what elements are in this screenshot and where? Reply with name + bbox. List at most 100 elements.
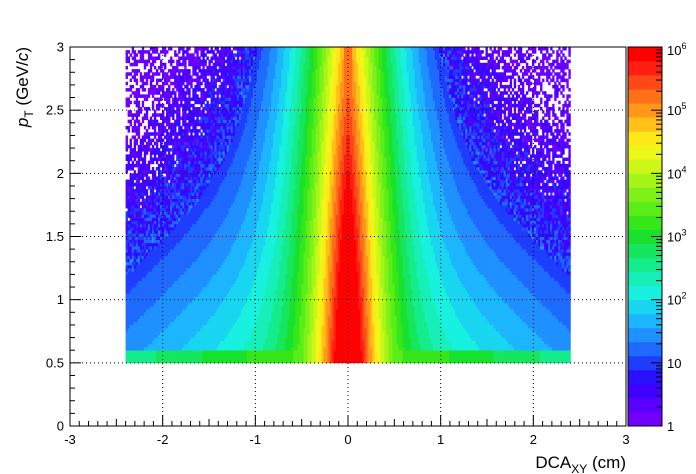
heatmap-cell	[226, 179, 230, 184]
heatmap-cell	[135, 356, 139, 361]
heatmap-cell	[149, 255, 153, 259]
heatmap-cell	[170, 236, 173, 241]
heatmap-cell	[204, 91, 207, 95]
heatmap-cell	[236, 331, 240, 335]
heatmap-cell	[216, 78, 219, 83]
heatmap-cell	[210, 170, 213, 174]
heatmap-cell	[198, 318, 201, 323]
heatmap-cell	[202, 211, 205, 215]
heatmap-cell	[220, 277, 223, 282]
heatmap-cell	[159, 230, 163, 234]
heatmap-cell	[196, 299, 199, 304]
heatmap-cell	[141, 290, 145, 294]
heatmap-cell	[147, 230, 151, 234]
heatmap-cell	[168, 91, 171, 95]
heatmap-cell	[212, 88, 215, 92]
heatmap-cell	[222, 220, 226, 225]
heatmap-cell	[139, 110, 143, 114]
heatmap-cell	[131, 204, 135, 209]
heatmap-cell	[220, 204, 223, 209]
heatmap-cell	[232, 249, 236, 253]
heatmap-cell	[204, 233, 207, 237]
heatmap-cell	[131, 192, 135, 196]
heatmap-cell	[157, 258, 161, 263]
heatmap-cell	[186, 97, 189, 102]
heatmap-cell	[129, 356, 133, 361]
heatmap-cell	[133, 125, 137, 130]
heatmap-cell	[206, 299, 209, 304]
heatmap-cell	[135, 343, 139, 348]
heatmap-cell	[202, 359, 205, 364]
heatmap-cell	[127, 324, 130, 329]
heatmap-cell	[157, 290, 161, 294]
heatmap-cell	[206, 103, 209, 108]
heatmap-cell	[230, 179, 234, 184]
heatmap-cell	[170, 255, 173, 259]
heatmap-cell	[155, 217, 159, 222]
heatmap-cell	[200, 214, 203, 218]
heatmap-cell	[214, 81, 217, 86]
heatmap-cell	[210, 167, 213, 171]
heatmap-cell	[206, 255, 209, 259]
heatmap-cell	[172, 100, 175, 105]
heatmap-cell	[190, 160, 193, 165]
heatmap-cell	[214, 192, 217, 196]
heatmap-cell	[129, 350, 133, 354]
heatmap-cell	[172, 72, 175, 76]
heatmap-cell	[184, 324, 187, 329]
heatmap-cell	[133, 62, 137, 67]
heatmap-cell	[157, 242, 161, 247]
heatmap-cell	[234, 189, 238, 193]
heatmap-cell	[194, 271, 197, 275]
heatmap-cell	[143, 296, 147, 301]
heatmap-cell	[212, 312, 215, 316]
heatmap-cell	[151, 59, 155, 64]
heatmap-cell	[210, 125, 213, 130]
heatmap-cell	[198, 47, 201, 51]
heatmap-cell	[139, 189, 143, 193]
heatmap-cell	[166, 100, 169, 105]
heatmap-cell	[166, 195, 169, 199]
heatmap-cell	[174, 198, 177, 203]
heatmap-cell	[196, 343, 199, 348]
heatmap-cell	[145, 97, 149, 102]
heatmap-cell	[129, 347, 133, 351]
heatmap-cell	[151, 50, 155, 54]
heatmap-cell	[214, 116, 217, 120]
heatmap-cell	[153, 227, 157, 231]
heatmap-cell	[164, 53, 167, 57]
heatmap-cell	[222, 264, 226, 269]
heatmap-cell	[178, 189, 181, 193]
heatmap-cell	[135, 353, 139, 357]
heatmap-cell	[194, 211, 197, 215]
heatmap-cell	[184, 305, 187, 310]
heatmap-cell	[230, 280, 234, 285]
heatmap-cell	[147, 72, 151, 76]
heatmap-cell	[184, 107, 187, 111]
heatmap-cell	[228, 340, 232, 345]
heatmap-cell	[172, 107, 175, 111]
heatmap-cell	[172, 296, 175, 301]
heatmap-cell	[172, 299, 175, 304]
heatmap-cell	[182, 132, 185, 136]
heatmap-cell	[182, 268, 185, 272]
heatmap-cell	[206, 309, 209, 313]
heatmap-cell	[186, 81, 189, 86]
heatmap-cell	[216, 347, 219, 351]
heatmap-cell	[198, 252, 201, 256]
heatmap-cell	[129, 245, 133, 250]
heatmap-cell	[202, 350, 205, 354]
heatmap-cell	[125, 230, 128, 234]
heatmap-cell	[228, 157, 232, 162]
heatmap-cell	[188, 173, 191, 177]
heatmap-cell	[153, 230, 157, 234]
heatmap-cell	[196, 189, 199, 193]
heatmap-cell	[139, 151, 143, 155]
heatmap-cell	[216, 170, 219, 174]
heatmap-cell	[226, 252, 230, 256]
heatmap-cell	[129, 312, 133, 316]
heatmap-cell	[143, 97, 147, 102]
heatmap-cell	[210, 204, 213, 209]
heatmap-cell	[200, 274, 203, 278]
heatmap-cell	[212, 233, 215, 237]
